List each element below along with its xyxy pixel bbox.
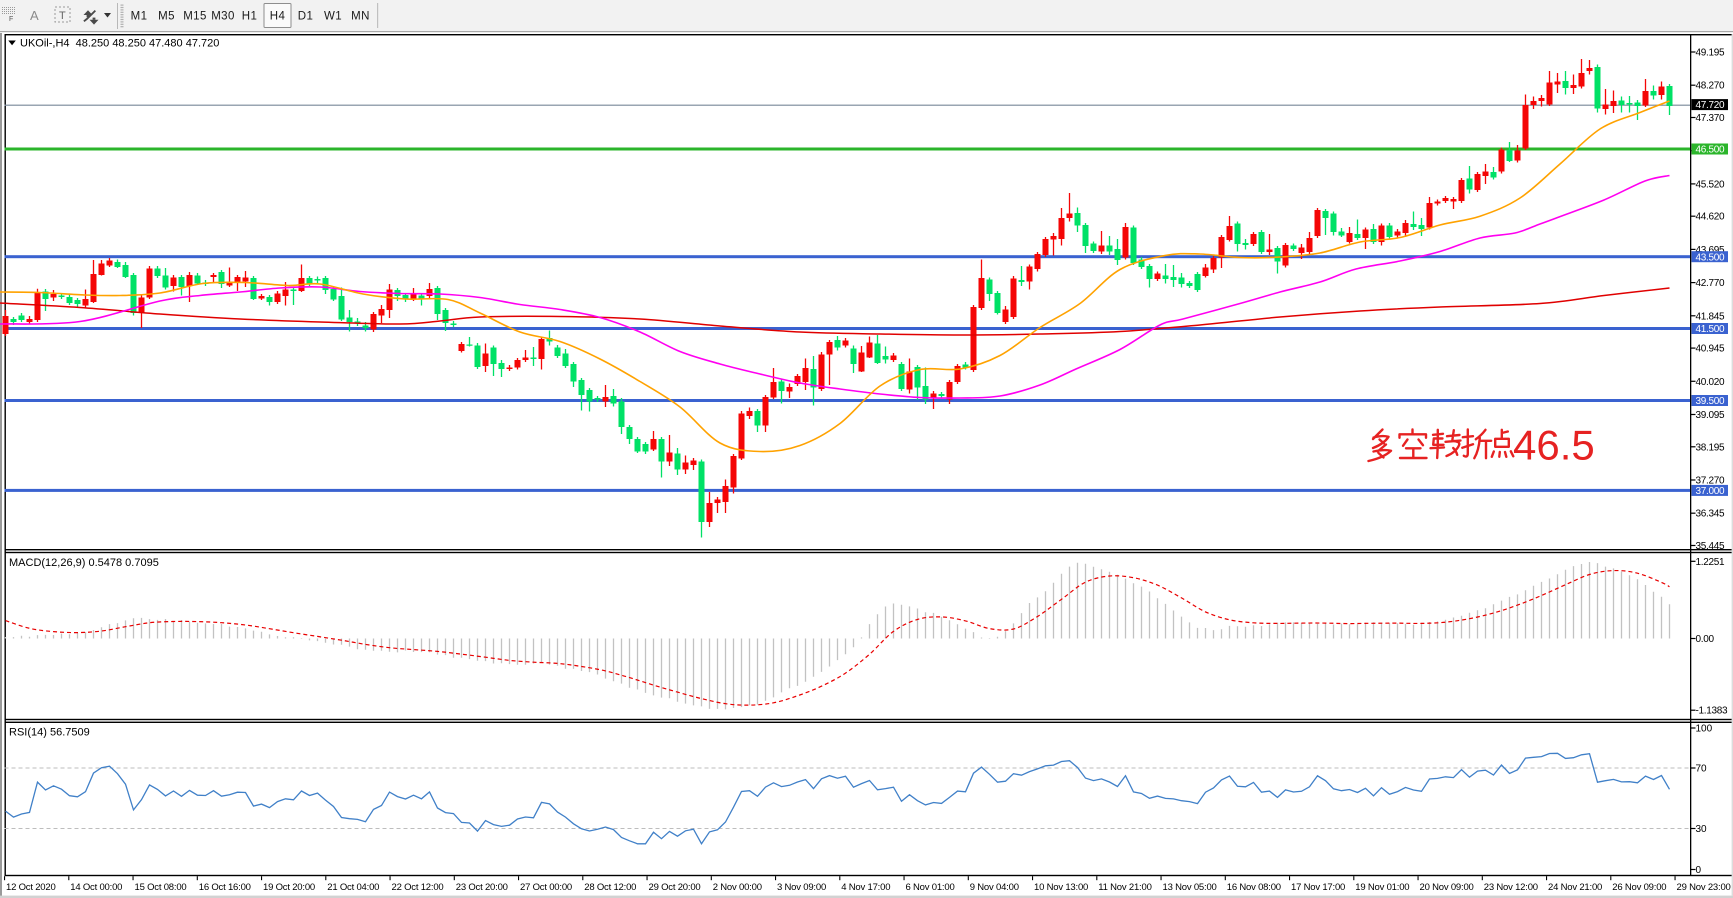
svg-text:37.270: 37.270	[1696, 475, 1726, 486]
svg-text:6 Nov 01:00: 6 Nov 01:00	[906, 882, 955, 893]
svg-text:F: F	[9, 16, 13, 23]
svg-text:70: 70	[1696, 764, 1708, 775]
svg-text:M15: M15	[183, 11, 207, 23]
svg-text:16 Oct 16:00: 16 Oct 16:00	[199, 882, 251, 893]
svg-text:49.195: 49.195	[1696, 48, 1726, 59]
svg-text:26 Nov 09:00: 26 Nov 09:00	[1612, 882, 1666, 893]
svg-text:0.00: 0.00	[1696, 634, 1715, 645]
svg-text:47.720: 47.720	[1696, 100, 1726, 111]
svg-text:23 Nov 12:00: 23 Nov 12:00	[1484, 882, 1538, 893]
svg-text:MN: MN	[351, 11, 370, 23]
svg-text:30: 30	[1696, 824, 1708, 835]
svg-text:-1.1383: -1.1383	[1696, 706, 1729, 717]
svg-text:4 Nov 17:00: 4 Nov 17:00	[841, 882, 890, 893]
svg-text:10 Nov 13:00: 10 Nov 13:00	[1034, 882, 1088, 893]
svg-text:45.520: 45.520	[1696, 179, 1726, 190]
svg-text:36.345: 36.345	[1696, 509, 1726, 520]
svg-text:1.2251: 1.2251	[1696, 557, 1726, 568]
svg-text:T: T	[59, 10, 66, 22]
svg-text:39.095: 39.095	[1696, 410, 1726, 421]
svg-text:14 Oct 00:00: 14 Oct 00:00	[70, 882, 122, 893]
svg-text:20 Nov 09:00: 20 Nov 09:00	[1420, 882, 1474, 893]
svg-text:W1: W1	[324, 11, 342, 23]
svg-text:40.945: 40.945	[1696, 344, 1726, 355]
svg-text:16 Nov 08:00: 16 Nov 08:00	[1227, 882, 1281, 893]
svg-text:21 Oct 04:00: 21 Oct 04:00	[327, 882, 379, 893]
svg-text:19 Nov 01:00: 19 Nov 01:00	[1355, 882, 1409, 893]
svg-text:24 Nov 21:00: 24 Nov 21:00	[1548, 882, 1602, 893]
svg-text:43.695: 43.695	[1696, 245, 1726, 256]
svg-text:M30: M30	[211, 11, 235, 23]
svg-text:RSI(14) 56.7509: RSI(14) 56.7509	[9, 727, 90, 739]
svg-text:11 Nov 21:00: 11 Nov 21:00	[1098, 882, 1151, 893]
svg-text:15 Oct 08:00: 15 Oct 08:00	[135, 882, 187, 893]
svg-text:23 Oct 20:00: 23 Oct 20:00	[456, 882, 508, 893]
svg-text:13 Nov 05:00: 13 Nov 05:00	[1163, 882, 1217, 893]
svg-text:100: 100	[1696, 724, 1713, 735]
svg-text:41.845: 41.845	[1696, 311, 1726, 322]
svg-text:47.370: 47.370	[1696, 113, 1726, 124]
svg-text:46.500: 46.500	[1696, 145, 1726, 156]
svg-text:MACD(12,26,9) 0.5478 0.7095: MACD(12,26,9) 0.5478 0.7095	[9, 557, 159, 569]
svg-text:19 Oct 20:00: 19 Oct 20:00	[263, 882, 315, 893]
svg-text:A: A	[30, 8, 39, 23]
svg-text:2 Nov 00:00: 2 Nov 00:00	[713, 882, 762, 893]
svg-text:28 Oct 12:00: 28 Oct 12:00	[584, 882, 636, 893]
svg-text:17 Nov 17:00: 17 Nov 17:00	[1291, 882, 1345, 893]
svg-text:9 Nov 04:00: 9 Nov 04:00	[970, 882, 1019, 893]
svg-text:44.620: 44.620	[1696, 212, 1726, 223]
svg-text:29 Oct 20:00: 29 Oct 20:00	[649, 882, 701, 893]
svg-text:41.500: 41.500	[1696, 324, 1726, 335]
svg-text:43.500: 43.500	[1696, 252, 1726, 263]
svg-text:22 Oct 12:00: 22 Oct 12:00	[392, 882, 444, 893]
svg-text:38.195: 38.195	[1696, 442, 1726, 453]
svg-text:M5: M5	[158, 11, 175, 23]
svg-text:39.500: 39.500	[1696, 396, 1726, 407]
svg-text:M1: M1	[131, 11, 148, 23]
svg-text:H1: H1	[242, 11, 258, 23]
svg-text:48.270: 48.270	[1696, 81, 1726, 92]
svg-text:UKOil-,H4 48.250 48.250 47.48: UKOil-,H4 48.250 48.250 47.480 47.720	[20, 38, 219, 50]
svg-text:42.770: 42.770	[1696, 278, 1726, 289]
svg-text:3 Nov 09:00: 3 Nov 09:00	[777, 882, 826, 893]
svg-text:29 Nov 23:00: 29 Nov 23:00	[1677, 882, 1731, 893]
svg-text:35.445: 35.445	[1696, 541, 1726, 552]
svg-text:46.5: 46.5	[1513, 422, 1595, 469]
svg-text:D1: D1	[298, 11, 314, 23]
svg-text:H4: H4	[270, 11, 286, 23]
svg-text:27 Oct 00:00: 27 Oct 00:00	[520, 882, 572, 893]
svg-text:37.000: 37.000	[1696, 486, 1726, 497]
svg-text:12 Oct 2020: 12 Oct 2020	[6, 882, 56, 893]
svg-text:0: 0	[1696, 865, 1702, 876]
svg-text:40.020: 40.020	[1696, 377, 1726, 388]
